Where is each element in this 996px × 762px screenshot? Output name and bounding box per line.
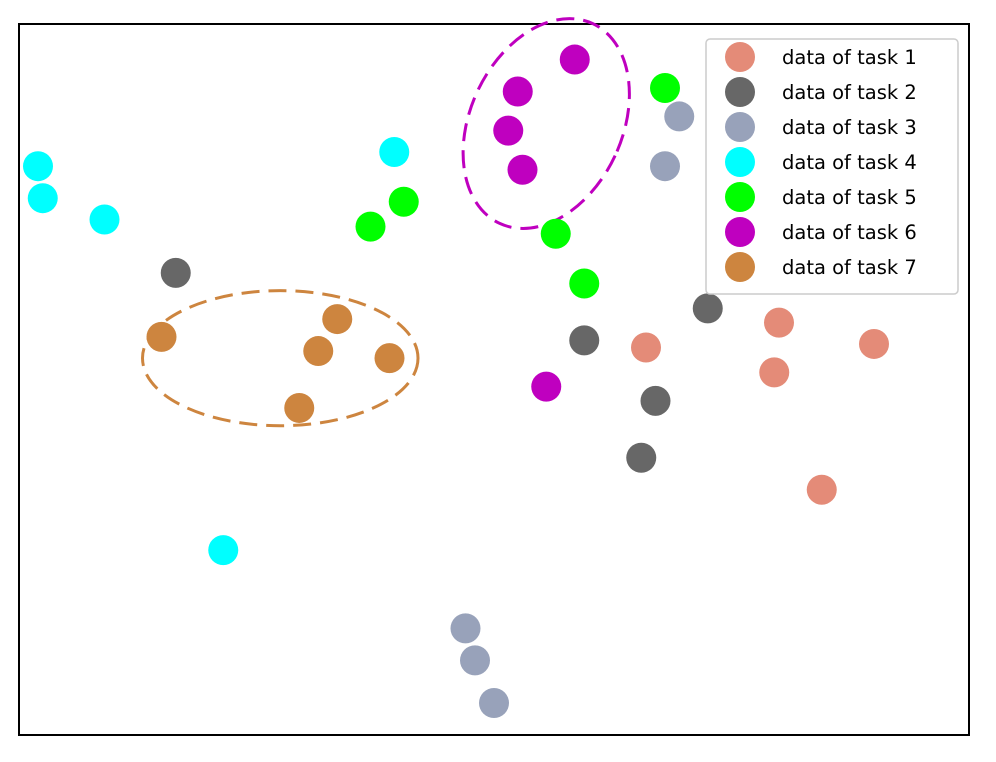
task-7-point-3 — [303, 336, 334, 367]
task-2-point-3 — [692, 293, 723, 324]
task-7-point-1 — [146, 321, 177, 352]
task-5-point-4 — [540, 218, 571, 249]
task-6-point-5 — [531, 371, 562, 402]
cluster-ellipse-1 — [461, 17, 631, 230]
task-7-point-2 — [322, 304, 353, 335]
task-4-point-5 — [208, 535, 239, 566]
legend-marker-task-6 — [725, 217, 755, 247]
cluster-ellipse-2 — [141, 289, 420, 428]
task-2-point-5 — [626, 442, 657, 473]
legend-marker-task-3 — [725, 112, 755, 142]
legend-marker-task-1 — [725, 42, 755, 72]
task-7-point-5 — [284, 392, 315, 423]
legend-marker-task-5 — [725, 182, 755, 212]
legend: data of task 1 data of task 2 data of task… — [705, 38, 959, 295]
task-4-point-4 — [379, 136, 410, 167]
task-6-point-4 — [507, 154, 538, 185]
task-6-point-2 — [502, 76, 533, 107]
legend-label-task-1: data of task 1 — [782, 46, 917, 69]
annotations-layer — [141, 17, 631, 428]
task-1-point-5 — [806, 474, 837, 505]
legend-marker-task-7 — [725, 252, 755, 282]
task-3-point-3 — [450, 613, 481, 644]
task-5-point-2 — [388, 186, 419, 217]
task-6-point-3 — [493, 115, 524, 146]
legend-label-task-2: data of task 2 — [782, 81, 917, 104]
task-2-point-4 — [640, 385, 671, 416]
legend-label-task-5: data of task 5 — [782, 186, 917, 209]
task-5-point-1 — [650, 72, 680, 103]
task-2-point-1 — [160, 257, 191, 288]
legend-label-task-4: data of task 4 — [782, 151, 917, 174]
task-5-point-5 — [569, 268, 600, 299]
task-7-point-4 — [374, 343, 405, 374]
legend-label-task-6: data of task 6 — [782, 221, 917, 244]
task-1-point-4 — [759, 357, 790, 388]
points-layer — [23, 44, 889, 719]
task-3-point-4 — [460, 645, 490, 676]
task-6-point-1 — [559, 44, 590, 75]
legend-frame — [705, 38, 959, 295]
task-3-point-1 — [664, 101, 695, 132]
legend-marker-task-2 — [725, 77, 755, 107]
task-2-point-2 — [569, 325, 600, 356]
task-3-point-2 — [650, 151, 680, 182]
task-3-point-5 — [479, 688, 509, 719]
legend-marker-task-4 — [725, 147, 755, 177]
task-1-point-1 — [631, 332, 661, 363]
task-4-point-2 — [27, 183, 58, 214]
task-1-point-2 — [764, 307, 794, 338]
task-1-point-3 — [859, 328, 889, 359]
task-5-point-3 — [355, 211, 386, 242]
legend-label-task-7: data of task 7 — [782, 256, 917, 279]
legend-label-task-3: data of task 3 — [782, 116, 917, 139]
task-4-point-3 — [89, 204, 120, 235]
task-4-point-1 — [23, 151, 53, 182]
